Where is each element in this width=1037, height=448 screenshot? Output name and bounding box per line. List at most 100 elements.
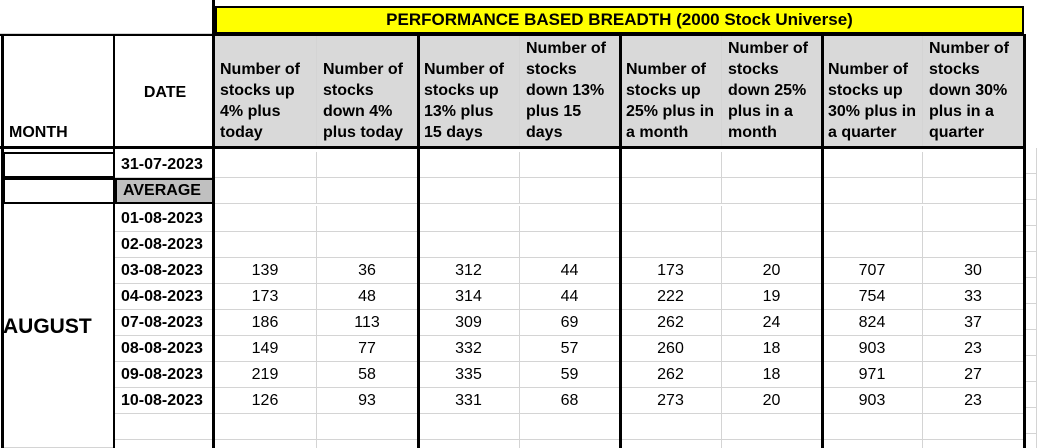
empty-cell [520,232,620,258]
empty-cell [620,440,722,448]
value-cell: 971 [822,362,923,388]
value-cell: 23 [923,388,1024,414]
value-cell: 57 [520,336,620,362]
date-cell: 01-08-2023 [115,206,214,232]
empty-cell [214,178,317,204]
value-cell: 68 [520,388,620,414]
value-cell: 23 [923,336,1024,362]
value-cell: 331 [418,388,520,414]
border-line [417,34,420,448]
value-cell: 113 [317,310,418,336]
border-line [0,146,1024,149]
column-header: Number of stocks down 13% plus 15 days [520,34,620,148]
value-cell: 173 [214,284,317,310]
border-line [212,34,215,448]
value-cell: 903 [822,336,923,362]
value-cell: 173 [620,258,722,284]
value-cell: 262 [620,362,722,388]
value-cell: 126 [214,388,317,414]
date-cell: 03-08-2023 [115,258,214,284]
empty-cell [317,232,418,258]
value-cell: 186 [214,310,317,336]
empty-cell [722,440,822,448]
month-cell [3,178,115,204]
value-cell: 37 [923,310,1024,336]
value-cell: 44 [520,258,620,284]
value-cell: 260 [620,336,722,362]
empty-cell [923,206,1024,232]
border-line [821,34,824,448]
empty-cell [620,178,722,204]
empty-cell [923,232,1024,258]
value-cell: 24 [722,310,822,336]
value-cell: 59 [520,362,620,388]
column-header: Number of stocks down 25% plus in a mont… [722,34,822,148]
empty-cell [418,232,520,258]
value-cell: 335 [418,362,520,388]
border-line [212,0,215,34]
date-cell: AVERAGE [115,178,214,204]
value-cell: 44 [520,284,620,310]
value-cell: 69 [520,310,620,336]
empty-cell [722,232,822,258]
empty-cell [317,414,418,440]
empty-cell [822,206,923,232]
value-cell: 332 [418,336,520,362]
value-cell: 93 [317,388,418,414]
empty-cell [418,440,520,448]
value-cell: 58 [317,362,418,388]
empty-cell [520,152,620,178]
empty-cell [317,440,418,448]
month-label: AUGUST [3,206,115,448]
column-header: Number of stocks up 30% plus in a quarte… [822,34,923,148]
border-line [619,34,622,448]
value-cell: 33 [923,284,1024,310]
empty-cell [620,414,722,440]
column-header: Number of stocks up 13% plus 15 days [418,34,520,148]
date-cell: 02-08-2023 [115,232,214,258]
column-header: MONTH [3,34,115,148]
empty-cell [418,414,520,440]
empty-cell [822,178,923,204]
value-cell: 314 [418,284,520,310]
empty-cell [214,206,317,232]
value-cell: 309 [418,310,520,336]
column-header: Number of stocks down 4% plus today [317,34,418,148]
empty-cell [520,206,620,232]
value-cell: 262 [620,310,722,336]
value-cell: 707 [822,258,923,284]
value-cell: 824 [822,310,923,336]
value-cell: 222 [620,284,722,310]
empty-cell [214,152,317,178]
value-cell: 219 [214,362,317,388]
empty-cell [317,206,418,232]
date-cell: 31-07-2023 [115,152,214,178]
empty-cell [214,440,317,448]
empty-cell [722,206,822,232]
empty-cell [822,232,923,258]
empty-cell [520,440,620,448]
value-cell: 312 [418,258,520,284]
value-cell: 19 [722,284,822,310]
empty-cell [923,178,1024,204]
date-cell: 04-08-2023 [115,284,214,310]
border-line [1,34,4,448]
value-cell: 20 [722,258,822,284]
empty-cell [115,440,214,448]
date-cell: 09-08-2023 [115,362,214,388]
value-cell: 903 [822,388,923,414]
empty-cell [822,152,923,178]
value-cell: 20 [722,388,822,414]
empty-cell [722,414,822,440]
value-cell: 36 [317,258,418,284]
empty-cell [418,206,520,232]
value-cell: 27 [923,362,1024,388]
empty-cell [520,178,620,204]
value-cell: 77 [317,336,418,362]
empty-cell [722,178,822,204]
border-line [0,34,1024,36]
value-cell: 18 [722,336,822,362]
empty-cell [115,414,214,440]
empty-cell [317,178,418,204]
border-line [1023,34,1026,448]
